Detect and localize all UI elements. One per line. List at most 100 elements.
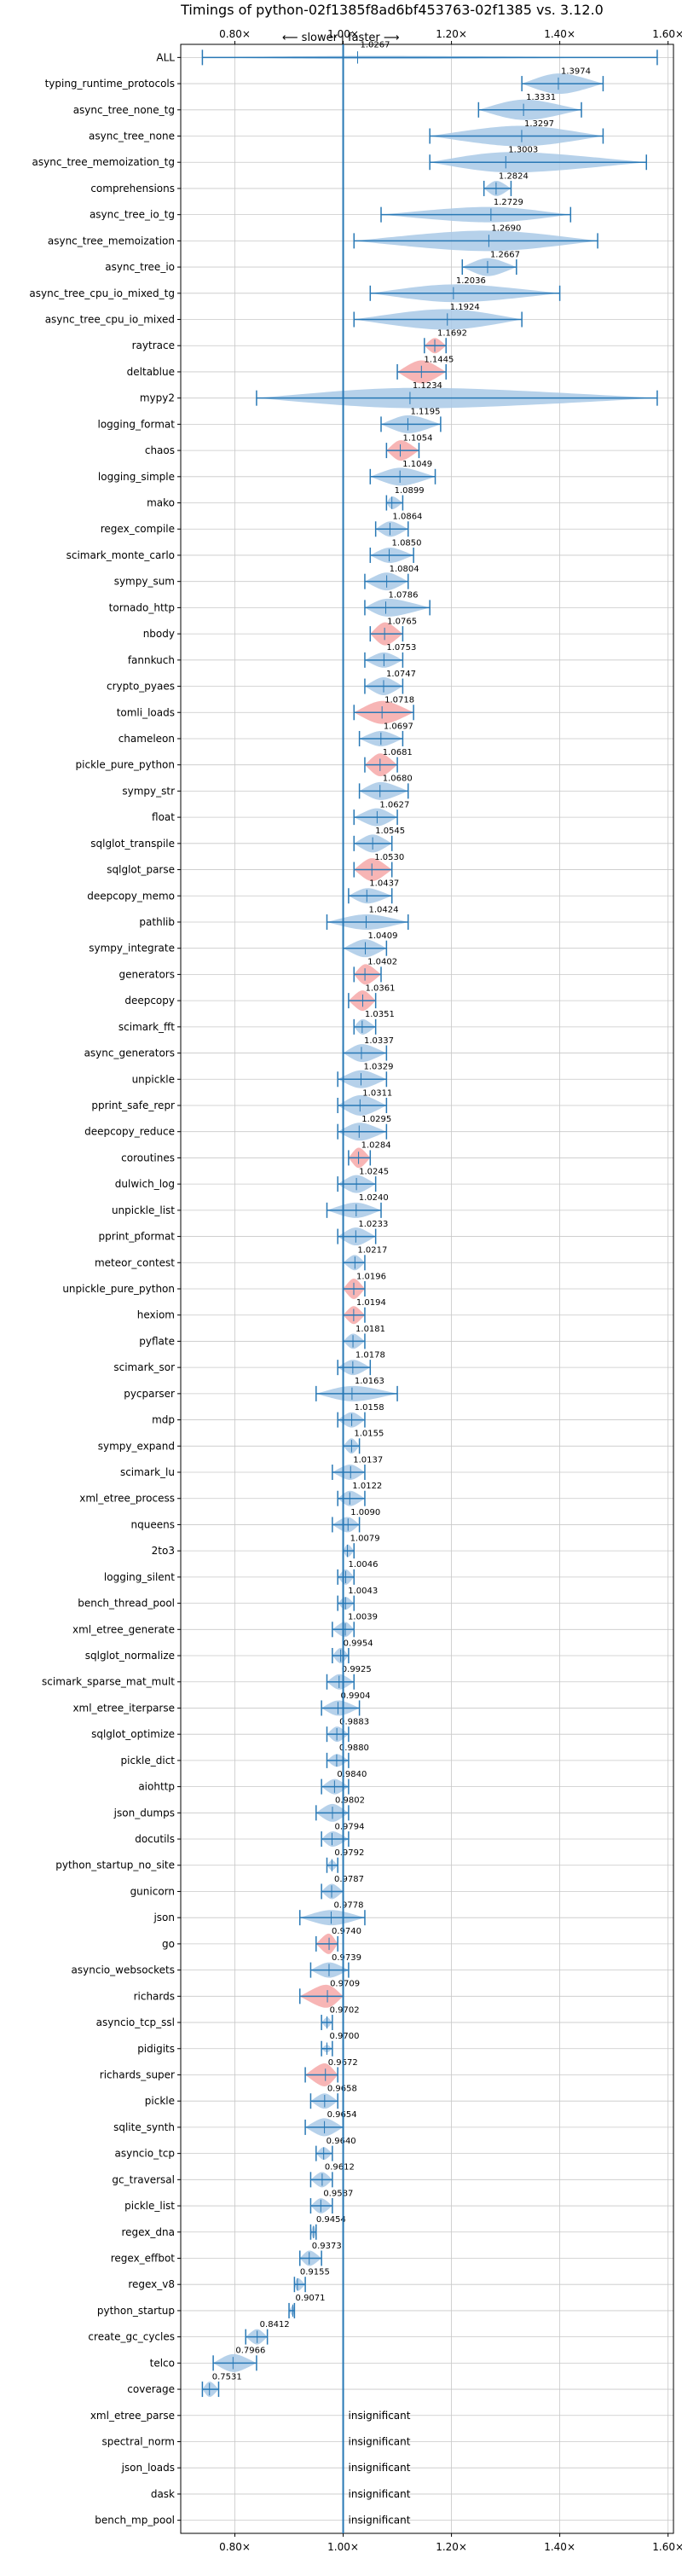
value-label: 1.0545 [375,827,405,836]
benchmark-label: unpickle_list [112,1204,175,1216]
value-label: 1.0351 [365,1010,395,1019]
value-label: 1.1049 [402,460,432,469]
value-label: 1.1924 [450,303,480,312]
value-label: 1.0681 [383,748,413,757]
value-label: 1.2729 [494,198,523,207]
benchmark-label: deltablue [127,366,175,378]
benchmark-label: asyncio_websockets [72,1964,175,1976]
benchmark-label: go [162,1938,175,1950]
x-tick-label-bottom: 1.40× [544,2541,575,2553]
value-label: 1.0217 [357,1246,387,1256]
value-label: 1.0697 [384,722,413,731]
benchmark-label: pathlib [139,916,175,928]
value-label: 1.0680 [383,775,413,784]
benchmark-label: unpickle_pure_python [62,1283,175,1295]
value-label: 1.0329 [363,1063,393,1072]
x-tick-label-top: 1.00× [327,28,359,40]
benchmark-label: chaos [145,444,175,456]
value-label: 1.0765 [387,617,417,626]
insignificant-label: insignificant [349,2435,411,2447]
benchmark-label: async_tree_none [89,131,175,142]
benchmark-label: logging_simple [98,471,175,483]
benchmark-label: json_loads [121,2462,175,2474]
value-label: 1.2667 [490,250,520,259]
value-label: 1.0753 [386,643,416,653]
value-label: 0.9880 [339,1743,369,1753]
violins-layer [201,49,658,2398]
benchmark-label: pickle [145,2095,175,2107]
benchmark-label: logging_format [97,418,175,430]
benchmark-label: tornado_http [109,601,175,613]
labels-layer: ALL 1.0267 typing_runtime_protocols 1.3974 a… [29,41,591,2527]
x-tick-label-bottom: 1.60× [652,2541,682,2553]
value-label: 0.9739 [332,1953,361,1963]
benchmark-label: python_startup_no_site [55,1859,175,1871]
benchmark-label: sqlite_synth [113,2121,175,2133]
benchmark-label: async_tree_memoization_tg [32,156,175,168]
x-tick-label-top: 1.20× [436,28,467,40]
value-label: 1.1445 [424,355,454,364]
value-label: 1.1234 [413,381,442,391]
chart-title: Timings of python-02f1385f8ad6bf453763-0… [180,2,604,18]
value-label: 1.1195 [410,408,440,417]
value-label: 1.0361 [365,983,395,993]
benchmark-label: pickle_pure_python [76,759,175,771]
benchmark-label: nqueens [131,1518,175,1530]
benchmark-label: regex_compile [101,523,175,535]
value-label: 0.7966 [235,2347,265,2356]
value-label: 1.0311 [362,1088,392,1098]
x-tick-label-top: 0.80× [219,28,251,40]
value-label: 1.0295 [361,1115,391,1124]
value-label: 1.0409 [368,931,398,941]
value-label: 1.0137 [353,1455,383,1465]
benchmark-label: pickle_dict [121,1755,176,1767]
value-label: 0.9740 [332,1927,361,1936]
value-label: 0.8412 [260,2320,290,2329]
direction-label: ⟵ slower | faster ⟶ [282,32,400,44]
value-label: 0.9792 [334,1848,364,1858]
value-label: 1.0196 [356,1272,386,1281]
value-label: 1.3297 [524,119,554,129]
benchmark-label: async_tree_none_tg [73,104,175,116]
benchmark-label: sqlglot_optimize [91,1728,175,1740]
benchmark-label: deepcopy_memo [87,890,175,902]
value-label: 0.9709 [330,1980,360,1989]
value-label: 1.0337 [364,1036,394,1046]
benchmark-label: pidigits [137,2043,175,2055]
insignificant-label: insignificant [349,2488,411,2500]
benchmark-label: scimark_sparse_mat_mult [42,1676,175,1688]
value-label: 1.0245 [359,1167,389,1176]
value-label: 0.9700 [329,2032,359,2041]
value-label: 1.0284 [361,1141,391,1151]
benchmark-label: typing_runtime_protocols [45,78,175,90]
benchmark-label: raytrace [132,339,175,351]
benchmark-label: dulwich_log [115,1178,175,1190]
benchmark-label: hexiom [137,1309,175,1321]
value-label: 1.0804 [390,565,419,574]
benchmark-label: async_tree_io [105,261,175,273]
benchmark-label: xml_etree_parse [90,2410,175,2422]
value-label: 0.9373 [312,2242,342,2251]
benchmark-label: xml_etree_generate [72,1623,175,1635]
benchmark-label: pycparser [124,1388,175,1400]
benchmark-label: docutils [135,1833,175,1845]
insignificant-label: insignificant [349,2462,411,2474]
benchmark-label: async_tree_cpu_io_mixed_tg [29,287,175,299]
benchmark-label: json [153,1912,175,1923]
value-label: 0.9702 [330,2005,360,2015]
benchmark-label: generators [118,968,175,980]
value-label: 0.9802 [335,1796,365,1806]
benchmark-label: deepcopy [124,995,175,1007]
value-label: 1.0530 [374,853,404,862]
benchmark-label: tomli_loads [117,706,175,718]
benchmark-label: gc_traversal [112,2173,175,2185]
value-label: 0.7531 [212,2372,242,2382]
value-label: 0.9071 [296,2294,326,2303]
benchmark-label: nbody [143,628,175,640]
value-label: 0.9787 [334,1875,364,1884]
benchmark-label: ALL [156,51,175,63]
value-label: 0.9954 [344,1639,373,1648]
benchmark-label: aiohttp [138,1781,175,1793]
value-label: 1.0158 [355,1403,384,1413]
value-label: 0.9794 [334,1822,364,1831]
